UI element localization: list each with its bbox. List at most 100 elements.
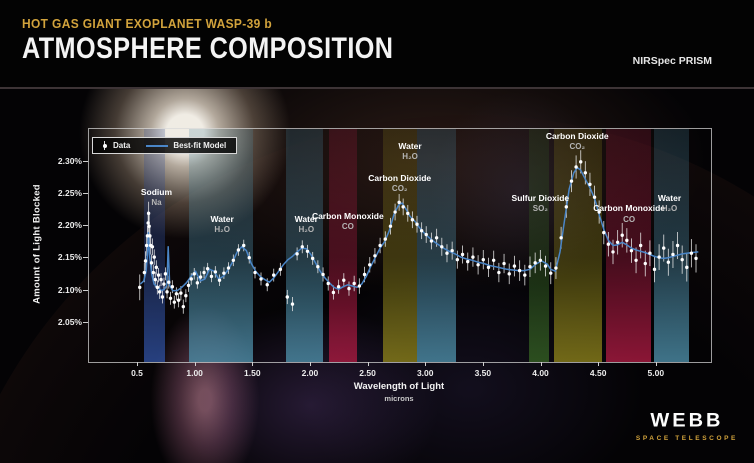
x-axis-tick: [425, 362, 427, 366]
x-axis-tick-label: 1.00: [186, 368, 203, 378]
data-point: [305, 249, 310, 253]
webb-logo-subtitle: SPACE TELESCOPE: [635, 435, 738, 442]
data-point: [265, 283, 269, 287]
data-point: [652, 267, 657, 272]
data-point: [450, 248, 454, 253]
data-point: [321, 272, 325, 277]
data-point: [342, 278, 346, 282]
molecule-name: Carbon Monoxide: [593, 203, 666, 214]
data-point: [202, 270, 206, 275]
absorption-band-h2o-4: [654, 129, 690, 362]
data-point: [694, 256, 698, 261]
data-point: [295, 252, 299, 256]
data-point: [217, 278, 222, 282]
data-point: [150, 245, 155, 249]
x-axis-tick: [194, 362, 196, 366]
data-point: [671, 252, 675, 257]
molecule-label-co₂: Carbon Dioxide CO₂: [362, 173, 438, 195]
molecule-formula: CO₂: [391, 184, 408, 194]
data-point: [152, 255, 156, 259]
data-point: [145, 234, 150, 238]
molecule-label-co₂: Carbon Dioxide CO₂: [539, 131, 615, 153]
y-axis-tick-label: 2.05%: [57, 316, 82, 327]
data-point: [144, 243, 149, 248]
spectrum-chart: Sodium Na Water H₂O Water H₂O Carbon Monoxide C…: [88, 128, 712, 363]
data-point: [528, 265, 532, 269]
data-point: [579, 160, 583, 164]
data-point: [149, 261, 154, 265]
data-point: [415, 222, 419, 226]
absorption-band-na: [143, 129, 165, 362]
data-point: [278, 267, 283, 272]
header-divider: [0, 87, 754, 89]
data-point: [388, 224, 393, 228]
data-point: [236, 248, 241, 252]
data-point: [434, 236, 439, 240]
y-axis-tick-label: 2.10%: [57, 284, 82, 295]
molecule-name: Carbon Dioxide: [545, 130, 609, 141]
data-point: [184, 294, 188, 298]
data-point: [481, 257, 485, 262]
data-point: [574, 165, 578, 169]
data-point: [259, 277, 263, 281]
data-point: [162, 282, 166, 286]
data-point: [154, 265, 159, 270]
data-point: [336, 284, 341, 289]
data-point: [146, 211, 151, 216]
data-point: [588, 182, 592, 187]
y-axis-tick-label: 2.15%: [57, 252, 82, 263]
x-axis-tick: [367, 362, 369, 366]
data-point: [176, 298, 181, 302]
data-point: [170, 284, 175, 289]
molecule-name: Water: [210, 213, 234, 224]
data-point: [648, 251, 652, 255]
data-point: [156, 273, 161, 277]
data-point: [168, 296, 173, 300]
instrument-label: NIRSpec PRISM: [632, 55, 712, 67]
y-axis-tick: [83, 257, 88, 259]
y-axis-tick: [83, 160, 88, 162]
molecule-label-h₂o: Water H₂O: [372, 141, 448, 163]
data-point: [445, 251, 449, 255]
data-point: [179, 291, 183, 295]
data-point: [471, 255, 475, 259]
x-axis-tick-label: 3.00: [416, 368, 434, 378]
data-point: [502, 261, 506, 266]
data-point: [285, 295, 290, 299]
data-point: [538, 258, 543, 263]
data-point: [497, 270, 501, 275]
x-axis-tick-label: 2.00: [301, 368, 319, 378]
x-axis-tick: [482, 362, 484, 366]
data-point: [597, 210, 601, 214]
data-point: [165, 290, 169, 294]
molecule-label-h₂o: Water H₂O: [184, 214, 260, 236]
data-point: [300, 245, 304, 249]
data-point: [146, 221, 150, 225]
x-axis-tick-label: 2.50: [359, 368, 376, 378]
data-point: [583, 171, 588, 175]
data-point: [533, 261, 537, 265]
star-glare: [75, 89, 295, 243]
data-point: [680, 257, 684, 262]
data-point: [362, 272, 367, 277]
molecule-name: Sulfur Dioxide: [511, 192, 570, 203]
molecule-formula: CO₂: [569, 142, 586, 152]
data-point: [368, 263, 372, 267]
data-point: [172, 300, 177, 304]
absorption-band-co-1: [329, 129, 358, 362]
legend-model-item: Best-fit Model: [146, 141, 226, 150]
data-point-marker-icon: [101, 141, 108, 150]
molecule-label-h₂o: Water H₂O: [268, 214, 344, 236]
data-point: [643, 261, 647, 266]
data-point: [549, 271, 553, 275]
data-point: [393, 210, 397, 214]
data-point: [383, 237, 388, 241]
absorption-band-h2o-2: [286, 129, 324, 362]
page-title: ATMOSPHERE COMPOSITION: [22, 32, 394, 65]
data-point: [163, 272, 168, 276]
data-point: [167, 280, 171, 284]
data-point: [666, 260, 671, 264]
data-point: [143, 259, 148, 263]
data-point: [419, 228, 424, 233]
